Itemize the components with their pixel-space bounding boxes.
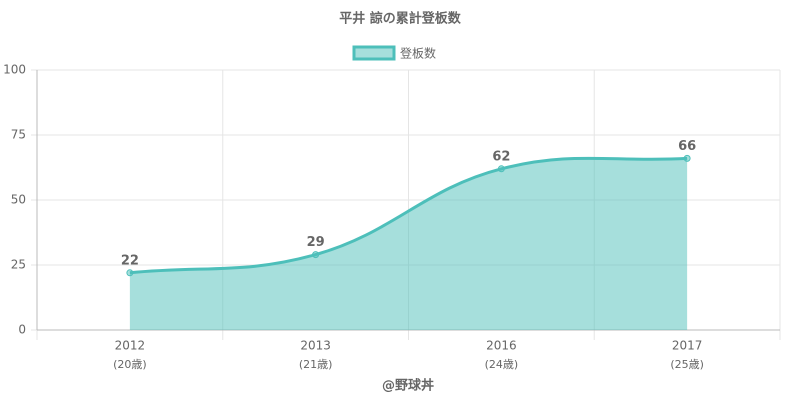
point — [312, 251, 320, 259]
value-label: 66 — [678, 139, 696, 154]
y-tick-label: 75 — [11, 128, 26, 142]
y-tick-label: 100 — [3, 63, 26, 77]
y-tick-label: 50 — [11, 193, 26, 207]
x-tick-sublabel: (21歳) — [299, 358, 333, 371]
x-axis-label: @野球丼 — [382, 378, 434, 394]
chart-title: 平井 諒の累計登板数 — [339, 11, 462, 27]
legend-label: 登板数 — [400, 46, 436, 61]
point — [497, 165, 505, 173]
x-tick-label: 2017 — [672, 339, 703, 353]
legend-swatch — [352, 45, 396, 61]
x-tick-label: 2012 — [115, 339, 146, 353]
x-tick-sublabel: (25歳) — [670, 358, 704, 371]
value-label: 62 — [492, 149, 510, 164]
x-tick-label: 2013 — [300, 339, 331, 353]
x-tick-sublabel: (24歳) — [485, 358, 519, 371]
value-label: 29 — [307, 235, 325, 250]
x-tick-label: 2016 — [486, 339, 517, 353]
x-tick-sublabel: (20歳) — [113, 358, 147, 371]
value-label: 22 — [121, 253, 139, 268]
y-tick-label: 25 — [11, 258, 26, 272]
point — [683, 154, 691, 162]
line — [129, 156, 688, 275]
point — [126, 269, 134, 277]
area — [129, 158, 688, 330]
y-tick-label: 0 — [18, 323, 26, 337]
